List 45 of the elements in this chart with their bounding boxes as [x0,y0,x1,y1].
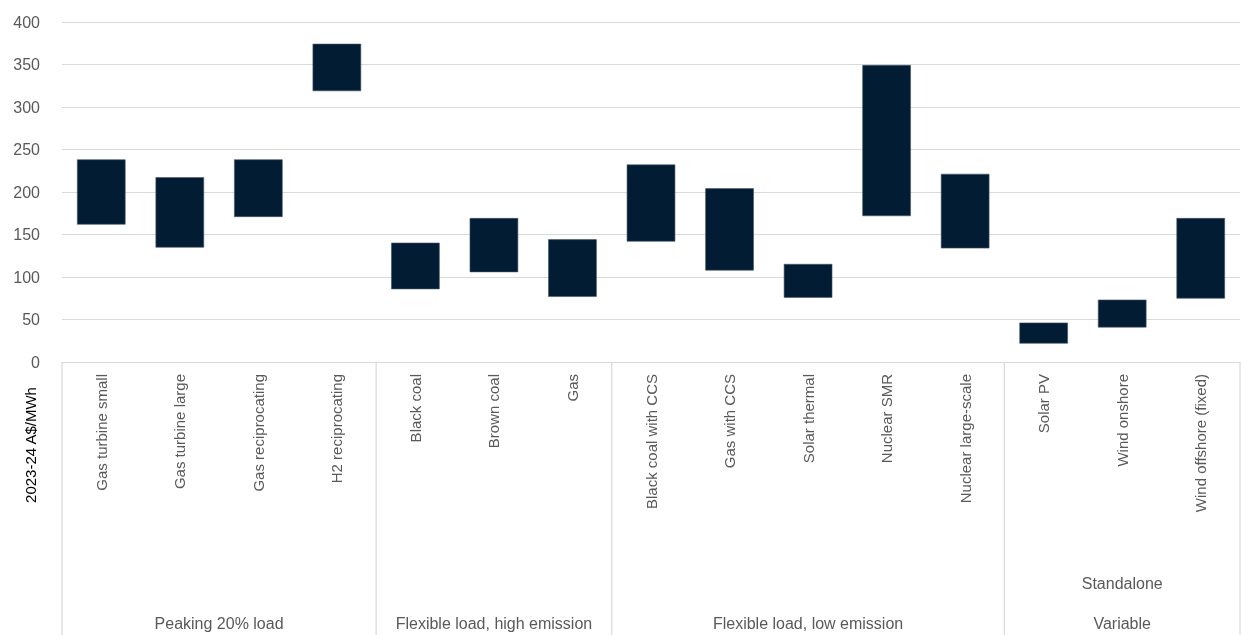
y-tick-label: 150 [13,226,41,243]
text: Flexible load, high emission [395,614,593,632]
y-tick-label: 100 [13,268,41,286]
y-axis-title: 2023-24 A$/MWh [21,387,39,503]
y-tick-label: 350 [13,56,41,73]
x-tick-label: H2 reciprocating [328,374,346,484]
bar [862,65,911,217]
bar [705,188,754,271]
x-tick-label: Gas turbine small [92,374,110,491]
bar [1097,299,1147,328]
bar [1176,218,1225,299]
x-tick-label: Gas reciprocating [249,374,267,492]
bar [77,159,126,225]
x-tick-label: Nuclear large-scale [956,374,974,504]
text: Standalone [1081,574,1163,592]
bar [1019,322,1068,344]
x-tick-label: Nuclear SMR [878,373,896,464]
bar [940,173,990,249]
x-tick-label: Gas with CCS [721,374,739,469]
y-tick-label: 400 [13,13,41,31]
x-tick-label: Black coal with CCS [642,374,660,510]
x-tick-label: Solar PV [1035,374,1053,434]
y-tick-label: 300 [13,98,41,116]
x-tick-label: Gas [563,374,581,402]
bar [155,177,205,248]
x-tick-label: Brown coal [485,374,503,449]
x-tick-label: Black coal [406,374,424,443]
x-tick-label: Wind onshore [1113,374,1131,467]
text: Flexible load, low emission [712,614,904,632]
bar [391,242,440,290]
bar [234,159,283,217]
bar [783,263,833,298]
bar [469,218,519,273]
bar [548,239,597,297]
x-tick-label: Solar thermal [799,374,817,464]
y-tick-label: 50 [22,311,41,328]
x-tick-label: Wind offshore (fixed) [1192,374,1210,513]
bar [626,164,676,242]
y-tick-label: 200 [13,183,41,201]
y-tick-label: 250 [13,141,41,158]
bar [312,43,362,92]
text: Peaking 20% load [154,614,284,632]
text: Variable [1093,614,1152,632]
y-tick-label: 0 [31,353,41,371]
x-tick-label: Gas turbine large [171,374,189,490]
